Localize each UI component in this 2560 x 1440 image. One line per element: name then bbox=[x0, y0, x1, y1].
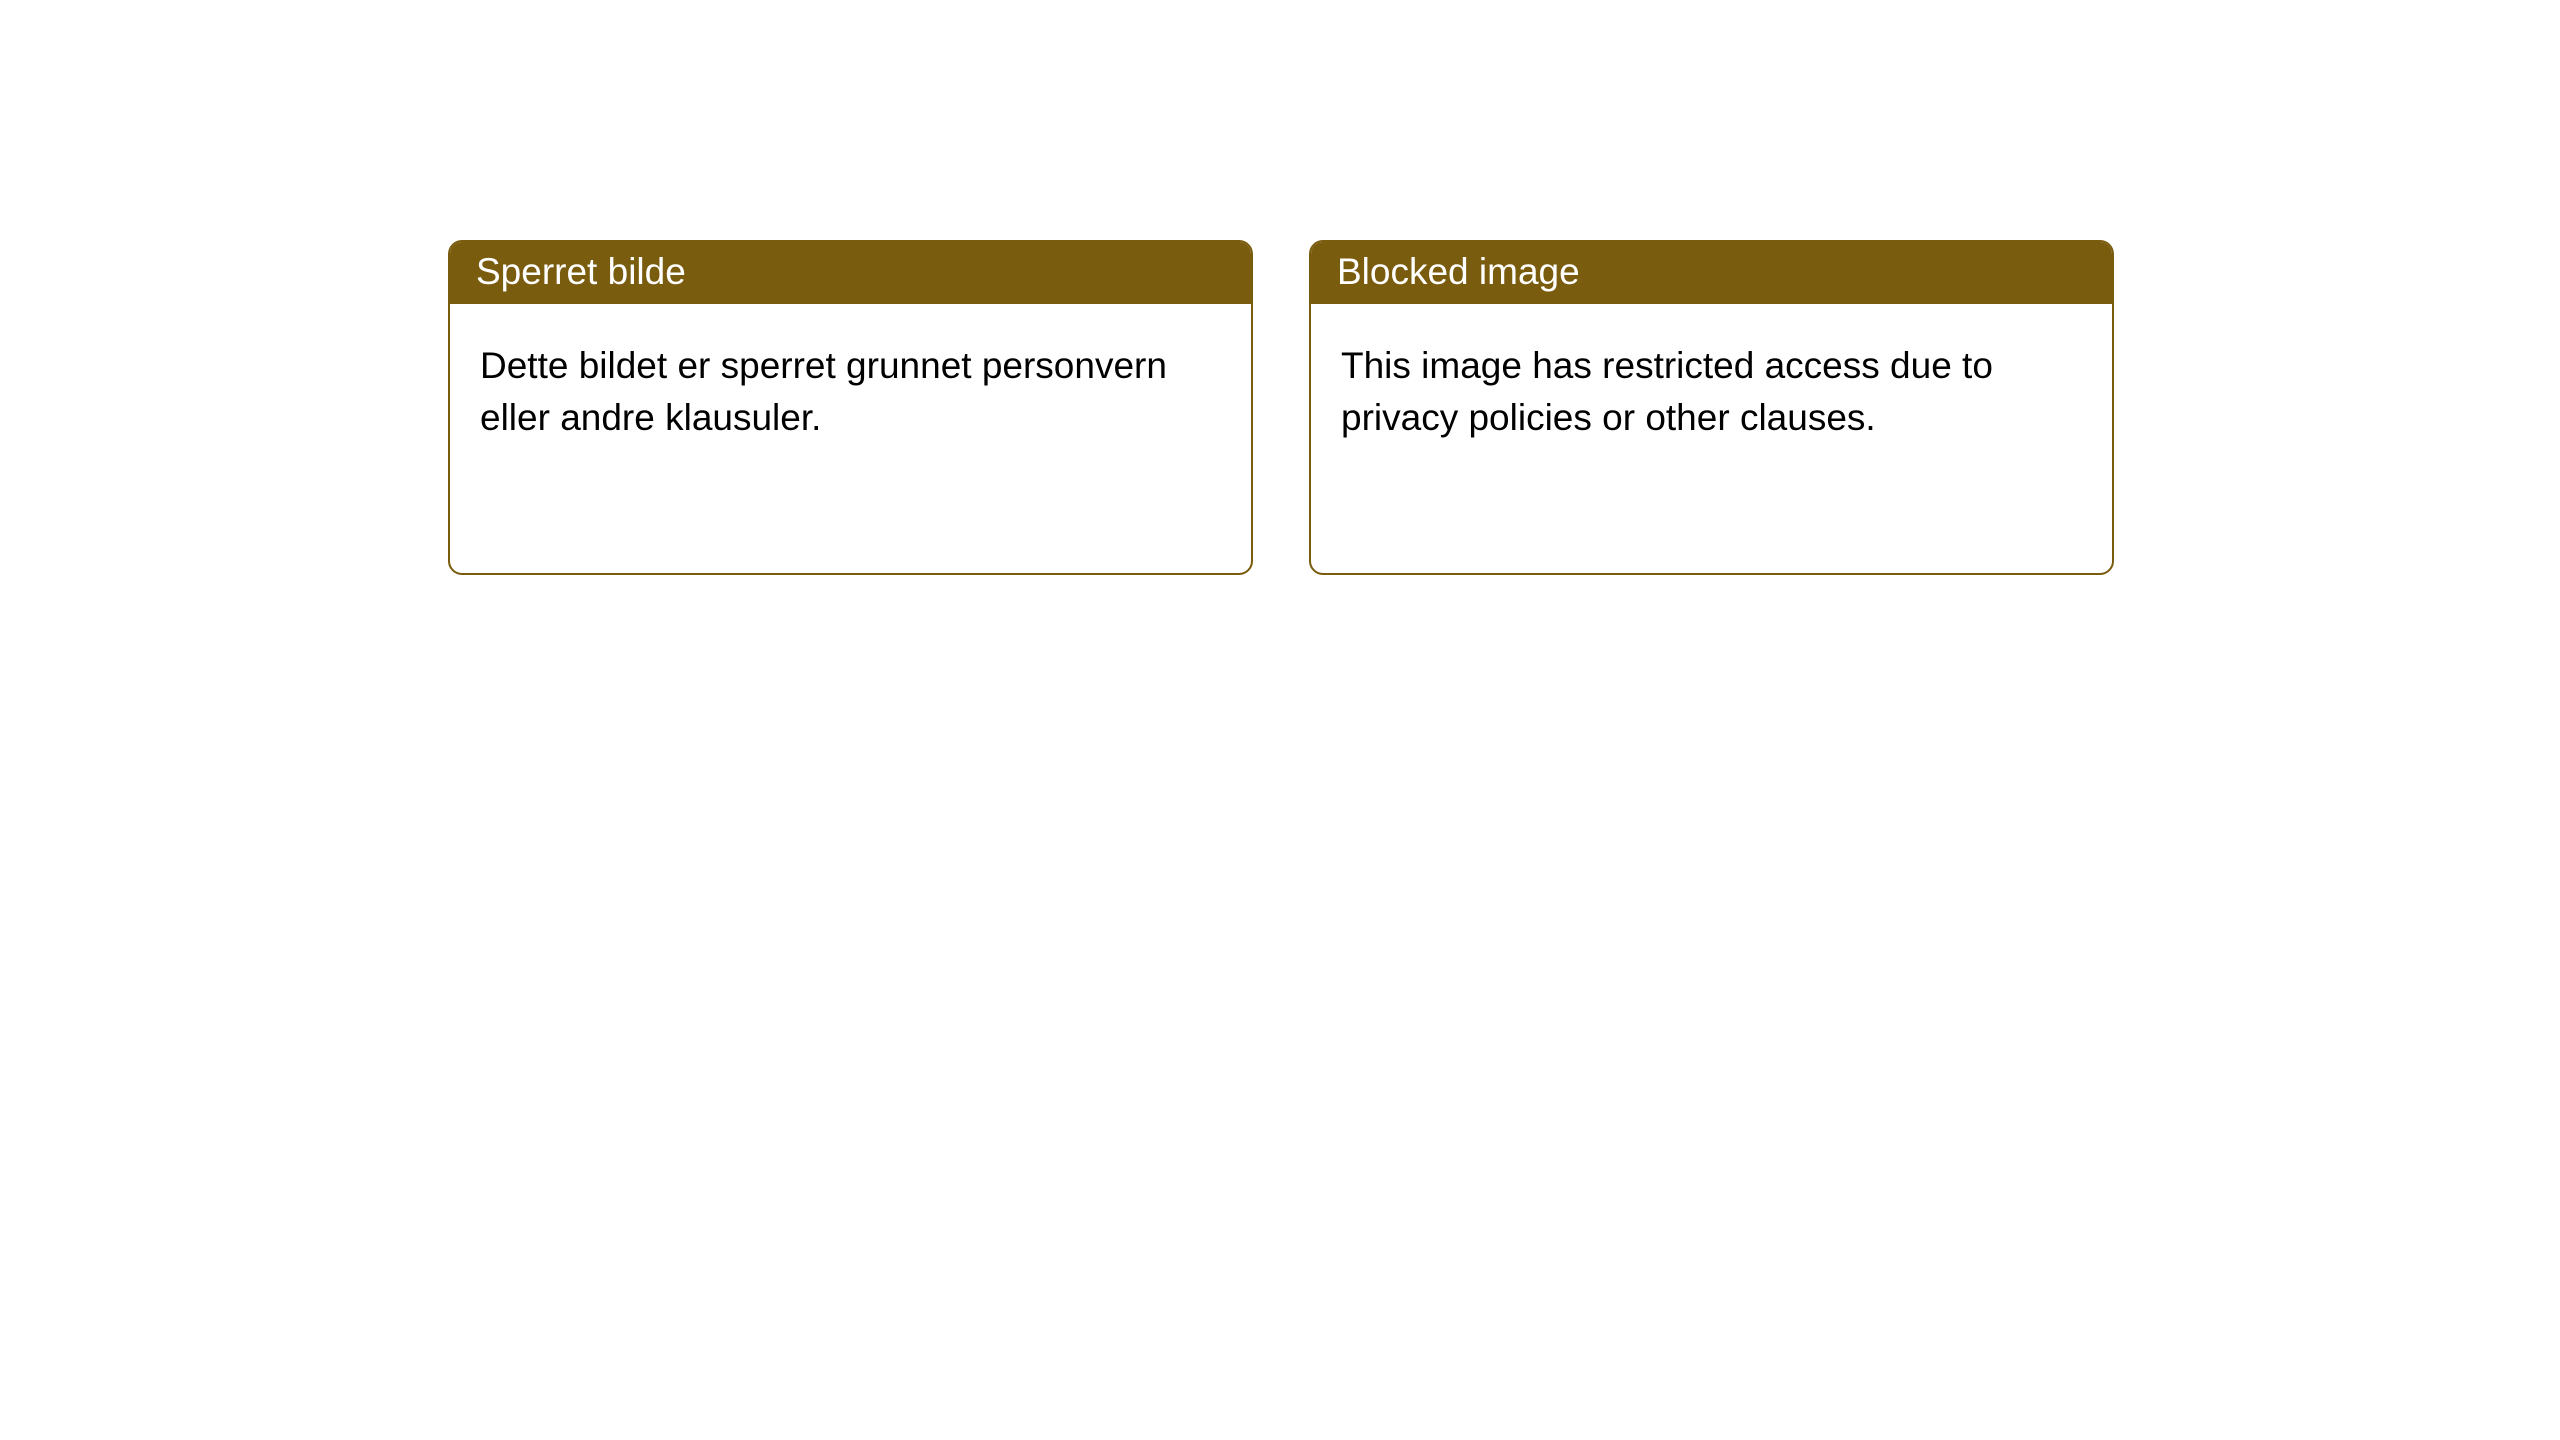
notice-body: Dette bildet er sperret grunnet personve… bbox=[450, 304, 1251, 480]
notice-header: Blocked image bbox=[1311, 242, 2112, 304]
notice-body: This image has restricted access due to … bbox=[1311, 304, 2112, 480]
notice-header: Sperret bilde bbox=[450, 242, 1251, 304]
notice-card-english: Blocked image This image has restricted … bbox=[1309, 240, 2114, 575]
notice-container: Sperret bilde Dette bildet er sperret gr… bbox=[0, 0, 2560, 575]
notice-card-norwegian: Sperret bilde Dette bildet er sperret gr… bbox=[448, 240, 1253, 575]
